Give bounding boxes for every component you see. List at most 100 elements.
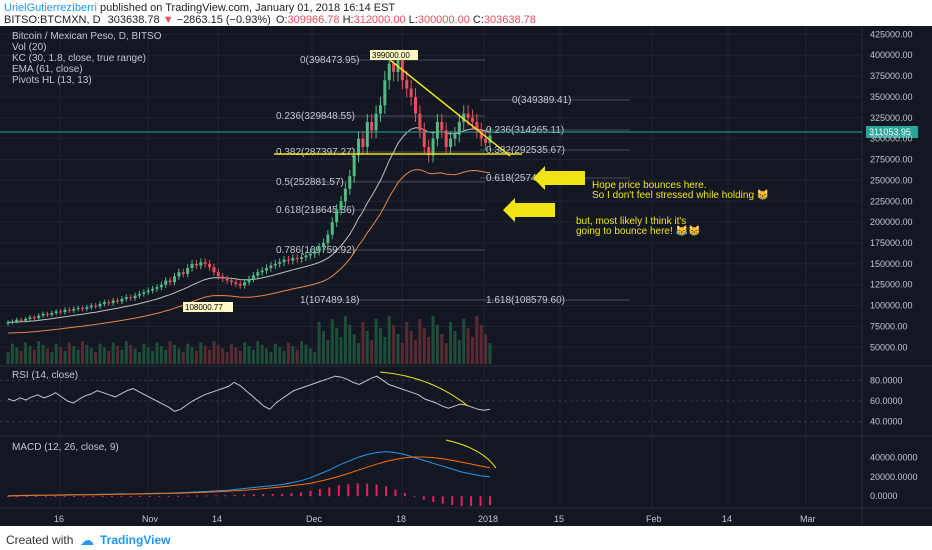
legend-ema: EMA (61, close) [12, 64, 83, 75]
x-tick-label: 18 [396, 514, 406, 524]
y-tick-label: 200000.00 [870, 217, 913, 227]
fib-ext-label: 0(349389.41) [512, 95, 572, 106]
volume-bar [374, 319, 378, 364]
volume-bar [80, 341, 84, 364]
candle-body [418, 113, 422, 131]
tradingview-brand[interactable]: TradingView [100, 533, 171, 547]
macd-trend-curve [445, 439, 497, 469]
trendline-descending[interactable] [389, 59, 511, 157]
volume-bar [251, 349, 255, 364]
macd-histogram-bar [82, 496, 85, 498]
candle-body [28, 317, 32, 319]
author-link[interactable]: UrielGutierrezIberri [4, 2, 97, 14]
volume-bar [216, 344, 220, 364]
volume-bar [94, 352, 98, 364]
volume-bar [54, 343, 58, 364]
macd-signal-line [7, 456, 491, 497]
volume-bar [348, 325, 352, 364]
candle-body [260, 270, 264, 273]
pivot-high-label: 399000.00 [372, 51, 410, 60]
macd-histogram-bar [148, 495, 151, 497]
volume-bar [28, 346, 32, 364]
last-price-label: 311053.95 [869, 127, 911, 137]
macd-histogram-bar [347, 484, 350, 497]
chart-panel[interactable]: 0(398473.95) 0.236(329848.55) 0.382(287397… [0, 26, 932, 526]
footer: Created with ☁ TradingView [0, 528, 932, 550]
ema-line [7, 169, 491, 334]
chart-svg[interactable]: 0(398473.95) 0.236(329848.55) 0.382(287397… [0, 26, 932, 526]
volume-bar [457, 340, 461, 364]
volume-bar [199, 342, 203, 364]
volume-bar [370, 340, 374, 364]
candle-body [339, 201, 343, 210]
volume-bar [295, 349, 299, 364]
volume-bar [282, 350, 286, 364]
macd-histogram-bar [16, 495, 19, 497]
macd-histogram-bar [328, 487, 331, 497]
y-tick-label: 50000.00 [870, 342, 908, 352]
volume-bar [212, 341, 216, 364]
candle-body [89, 305, 93, 308]
macd-histogram-bar [281, 493, 284, 497]
legend-kc: KC (30, 1.8, close, true range) [12, 53, 146, 64]
volume-bar [400, 343, 404, 364]
volume-bar [479, 325, 483, 364]
candle-body [168, 280, 172, 283]
volume-bar [133, 348, 137, 364]
candle-body [365, 121, 369, 148]
y-tick-label: 100000.00 [870, 301, 913, 311]
candle-body [80, 308, 84, 310]
volume-bar [414, 340, 418, 364]
volume-bar [32, 349, 36, 364]
volume-bar [85, 344, 89, 364]
volume-bar [396, 334, 400, 364]
candle-body [177, 272, 181, 277]
volume-bar [111, 342, 115, 364]
candle-body [225, 278, 229, 281]
legend-title: Bitcoin / Mexican Peso, D, BITSO [12, 31, 162, 42]
candle-body [107, 302, 111, 304]
candle-body [273, 263, 277, 266]
volume-bar [326, 340, 330, 364]
volume-bar [330, 319, 334, 364]
legend-vol: Vol (20) [12, 42, 46, 53]
legend-pivots: Pivots HL (13, 13) [12, 75, 92, 86]
candle-body [444, 130, 448, 148]
macd-title: MACD (12, 26, close, 9) [12, 442, 119, 453]
volume-bar [137, 352, 141, 364]
x-tick-label: 14 [722, 514, 732, 524]
volume-bar [181, 352, 185, 364]
candle-body [37, 315, 41, 319]
fib-ext-label: 0.236(314265.11) [486, 125, 564, 136]
candle-body [330, 222, 334, 235]
volume-bar [418, 319, 422, 364]
volume-bar [155, 342, 159, 364]
candle-body [67, 309, 71, 311]
volume-bar [247, 346, 251, 364]
macd-histogram-bar [309, 490, 312, 497]
macd-histogram-bar [186, 495, 189, 497]
volume-bar [431, 316, 435, 364]
macd-line [7, 451, 491, 497]
volume-bar [124, 341, 128, 364]
y-tick-label: 75000.00 [870, 321, 908, 331]
candle-body [41, 313, 45, 316]
candle-body [457, 121, 461, 135]
macd-histogram-bar [413, 496, 416, 498]
note-line-4: going to bounce here! 😹😸 [576, 225, 701, 237]
volume-bar [427, 337, 431, 364]
volume-bar [107, 350, 111, 364]
fib-level-label: 0(398473.95) [300, 55, 360, 66]
created-with-text: Created with [6, 533, 74, 547]
arrow-icon [533, 166, 585, 190]
candle-body [59, 311, 63, 313]
macd-histogram-bar [366, 483, 369, 497]
macd-histogram-bar [375, 484, 378, 497]
candle-body [269, 265, 273, 269]
candle-body [414, 96, 418, 114]
macd-histogram-bar [489, 496, 491, 506]
macd-histogram-bar [271, 494, 274, 497]
candle-body [374, 113, 378, 131]
volume-bar [291, 346, 295, 364]
candle-body [431, 138, 435, 156]
